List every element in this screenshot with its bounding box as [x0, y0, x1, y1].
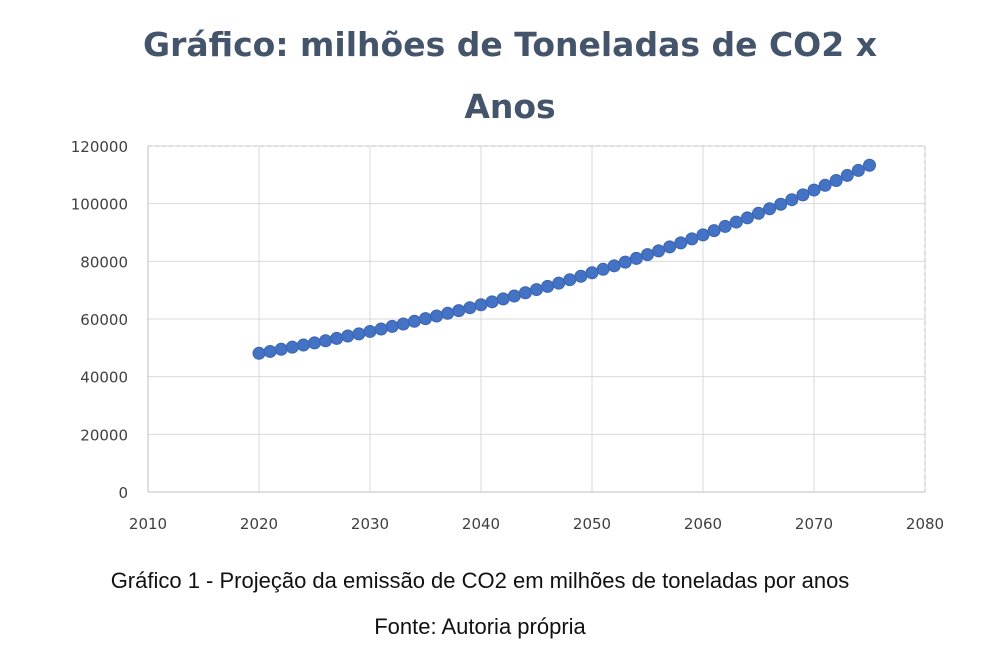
data-point — [308, 336, 321, 350]
x-tick-label: 2080 — [906, 515, 944, 533]
data-point — [452, 304, 466, 318]
data-point — [796, 188, 810, 202]
data-point — [541, 279, 555, 293]
data-point — [663, 240, 677, 254]
data-point — [785, 193, 799, 207]
x-tick-label: 2050 — [573, 515, 611, 533]
data-point — [352, 327, 366, 341]
data-point — [463, 301, 477, 315]
chart-title: Gráfico: milhões de Toneladas de CO2 x A… — [143, 25, 877, 126]
data-points — [252, 158, 876, 360]
y-tick-label: 40000 — [80, 369, 128, 387]
data-point — [674, 236, 688, 250]
data-point — [407, 314, 421, 328]
data-point — [474, 298, 488, 312]
data-point — [430, 309, 444, 323]
data-point — [496, 292, 510, 306]
data-point — [840, 168, 854, 182]
x-tick-label: 2060 — [684, 515, 722, 533]
data-point — [707, 224, 721, 238]
data-point — [441, 306, 455, 320]
chart: Gráfico: milhões de Toneladas de CO2 x A… — [71, 25, 944, 533]
data-point — [752, 206, 765, 220]
data-point — [740, 211, 754, 225]
data-point — [296, 338, 310, 352]
y-tick-label: 120000 — [71, 138, 128, 156]
y-tick-label: 100000 — [71, 196, 128, 214]
y-tick-label: 80000 — [80, 253, 128, 271]
x-tick-label: 2040 — [462, 515, 500, 533]
data-point — [530, 283, 543, 297]
axes — [147, 145, 926, 493]
data-point — [507, 289, 521, 303]
data-point — [652, 244, 666, 258]
data-point — [641, 248, 654, 262]
data-point — [552, 276, 566, 290]
y-tick-labels: 0 20000 40000 60000 80000 100000 120000 — [71, 138, 128, 502]
data-point — [729, 215, 743, 229]
data-point — [685, 232, 699, 246]
x-tick-label: 2070 — [795, 515, 833, 533]
data-point — [818, 178, 832, 192]
data-point — [330, 331, 344, 345]
data-point — [485, 295, 499, 309]
data-point — [285, 340, 299, 354]
source-caption: Fonte: Autoria própria — [374, 614, 586, 639]
data-point — [774, 197, 788, 211]
data-point — [629, 251, 643, 265]
y-tick-label: 0 — [118, 484, 128, 502]
data-point — [341, 329, 355, 343]
data-point — [829, 173, 843, 187]
data-point — [607, 259, 621, 273]
data-point — [374, 322, 388, 336]
x-tick-labels: 2010 2020 2030 2040 2050 2060 2070 2080 — [129, 515, 944, 533]
data-point — [319, 334, 333, 348]
data-point — [696, 228, 710, 242]
data-point — [385, 319, 399, 333]
data-point — [863, 158, 876, 172]
x-tick-label: 2020 — [240, 515, 278, 533]
y-tick-label: 60000 — [80, 311, 128, 329]
data-point — [263, 344, 277, 358]
data-point — [274, 342, 288, 356]
data-point — [518, 286, 532, 300]
data-point — [419, 312, 432, 326]
x-tick-label: 2010 — [129, 515, 167, 533]
data-point — [396, 317, 410, 331]
data-point — [563, 273, 577, 287]
x-tick-label: 2030 — [351, 515, 389, 533]
data-point — [807, 183, 821, 197]
data-point — [763, 202, 777, 216]
data-point — [618, 255, 632, 269]
data-point — [851, 163, 865, 177]
data-point — [585, 266, 599, 280]
data-point — [363, 324, 377, 338]
data-point — [574, 269, 588, 283]
figure-caption: Gráfico 1 - Projeção da emissão de CO2 e… — [110, 568, 850, 593]
data-point — [596, 262, 610, 276]
data-point — [252, 346, 266, 360]
y-tick-label: 20000 — [80, 426, 128, 444]
data-point — [718, 219, 732, 233]
